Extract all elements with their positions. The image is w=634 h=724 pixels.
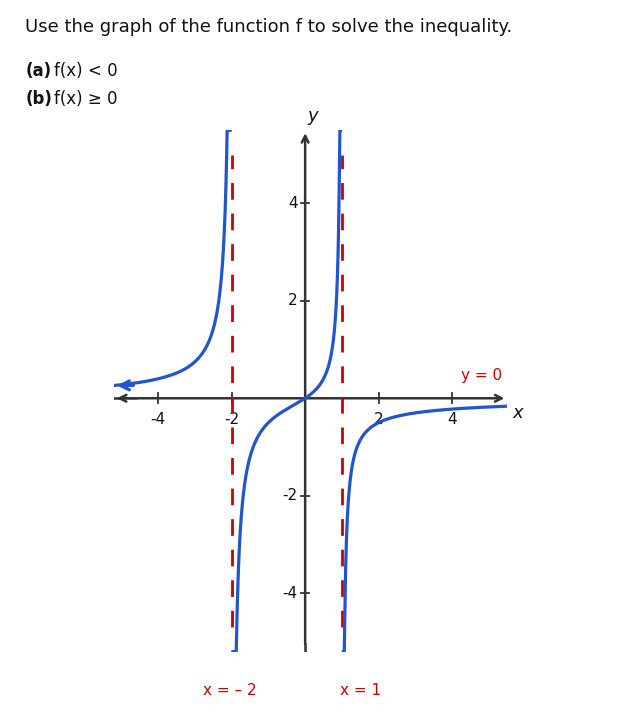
Text: x = 1: x = 1	[340, 683, 381, 698]
Text: Use the graph of the function f to solve the inequality.: Use the graph of the function f to solve…	[25, 18, 513, 36]
Text: -4: -4	[283, 586, 298, 601]
Text: 4: 4	[447, 412, 457, 427]
Text: f(x) < 0: f(x) < 0	[54, 62, 117, 80]
Text: y = 0: y = 0	[460, 368, 501, 383]
Text: (b): (b)	[25, 90, 52, 109]
Text: (a): (a)	[25, 62, 51, 80]
Text: 2: 2	[288, 293, 298, 308]
Text: f(x) ≥ 0: f(x) ≥ 0	[54, 90, 117, 109]
Text: y: y	[307, 107, 318, 125]
Text: -2: -2	[224, 412, 239, 427]
Text: 4: 4	[288, 196, 298, 211]
Text: -4: -4	[151, 412, 165, 427]
Text: -2: -2	[283, 488, 298, 503]
Text: 2: 2	[374, 412, 384, 427]
Text: x = – 2: x = – 2	[203, 683, 257, 698]
Text: x: x	[513, 404, 523, 422]
